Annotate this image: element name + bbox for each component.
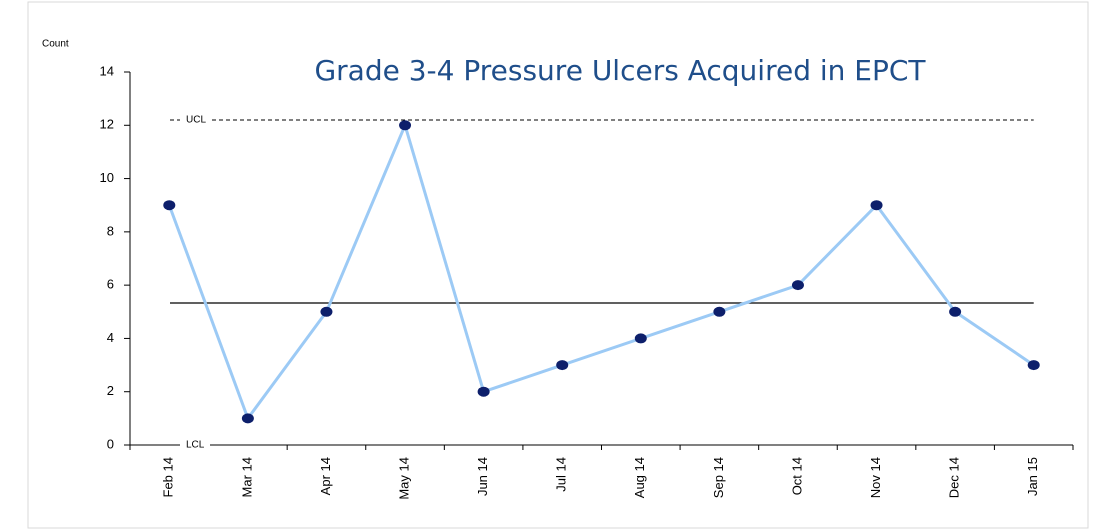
y-tick-label: 8 <box>107 223 114 238</box>
x-tick-label: Jul 14 <box>554 457 569 492</box>
y-tick-label: 0 <box>107 436 114 451</box>
x-tick-label: Jan 15 <box>1025 457 1040 496</box>
y-tick-label: 4 <box>107 330 114 345</box>
y-axis-label: Count <box>42 39 69 50</box>
data-point <box>949 306 962 317</box>
x-tick-label: Mar 14 <box>239 457 254 497</box>
y-tick-label: 10 <box>100 170 114 185</box>
y-tick-label: 12 <box>100 117 114 132</box>
ucl-label: UCL <box>186 115 206 126</box>
lcl-label-bg <box>180 439 210 451</box>
data-point <box>870 200 883 211</box>
x-tick-label: Jun 14 <box>475 457 490 496</box>
data-point <box>634 333 647 344</box>
x-tick-label: Feb 14 <box>161 457 176 497</box>
data-point <box>320 306 333 317</box>
x-tick-label: May 14 <box>396 457 411 500</box>
y-tick-label: 6 <box>107 277 114 292</box>
lcl-label: LCL <box>186 440 205 451</box>
series-line <box>167 120 1035 422</box>
data-point <box>399 120 412 131</box>
data-point <box>556 360 569 371</box>
y-tick-label: 14 <box>100 63 114 78</box>
data-point <box>713 306 726 317</box>
data-point <box>1027 360 1040 371</box>
chart-frame <box>27 1 1089 529</box>
chart-title: Grade 3-4 Pressure Ulcers Acquired in EP… <box>314 54 926 87</box>
data-point <box>241 413 254 424</box>
x-tick-label: Sep 14 <box>711 457 726 498</box>
x-tick-label: Nov 14 <box>868 457 883 498</box>
data-point <box>791 280 804 291</box>
ucl-label-bg <box>180 113 210 126</box>
x-tick-label: Dec 14 <box>947 457 962 498</box>
data-point <box>163 200 176 211</box>
x-tick-label: Oct 14 <box>789 457 804 495</box>
x-tick-label: Aug 14 <box>632 457 647 498</box>
y-tick-label: 2 <box>107 383 114 398</box>
data-point <box>477 386 490 397</box>
x-tick-label: Apr 14 <box>318 457 333 495</box>
